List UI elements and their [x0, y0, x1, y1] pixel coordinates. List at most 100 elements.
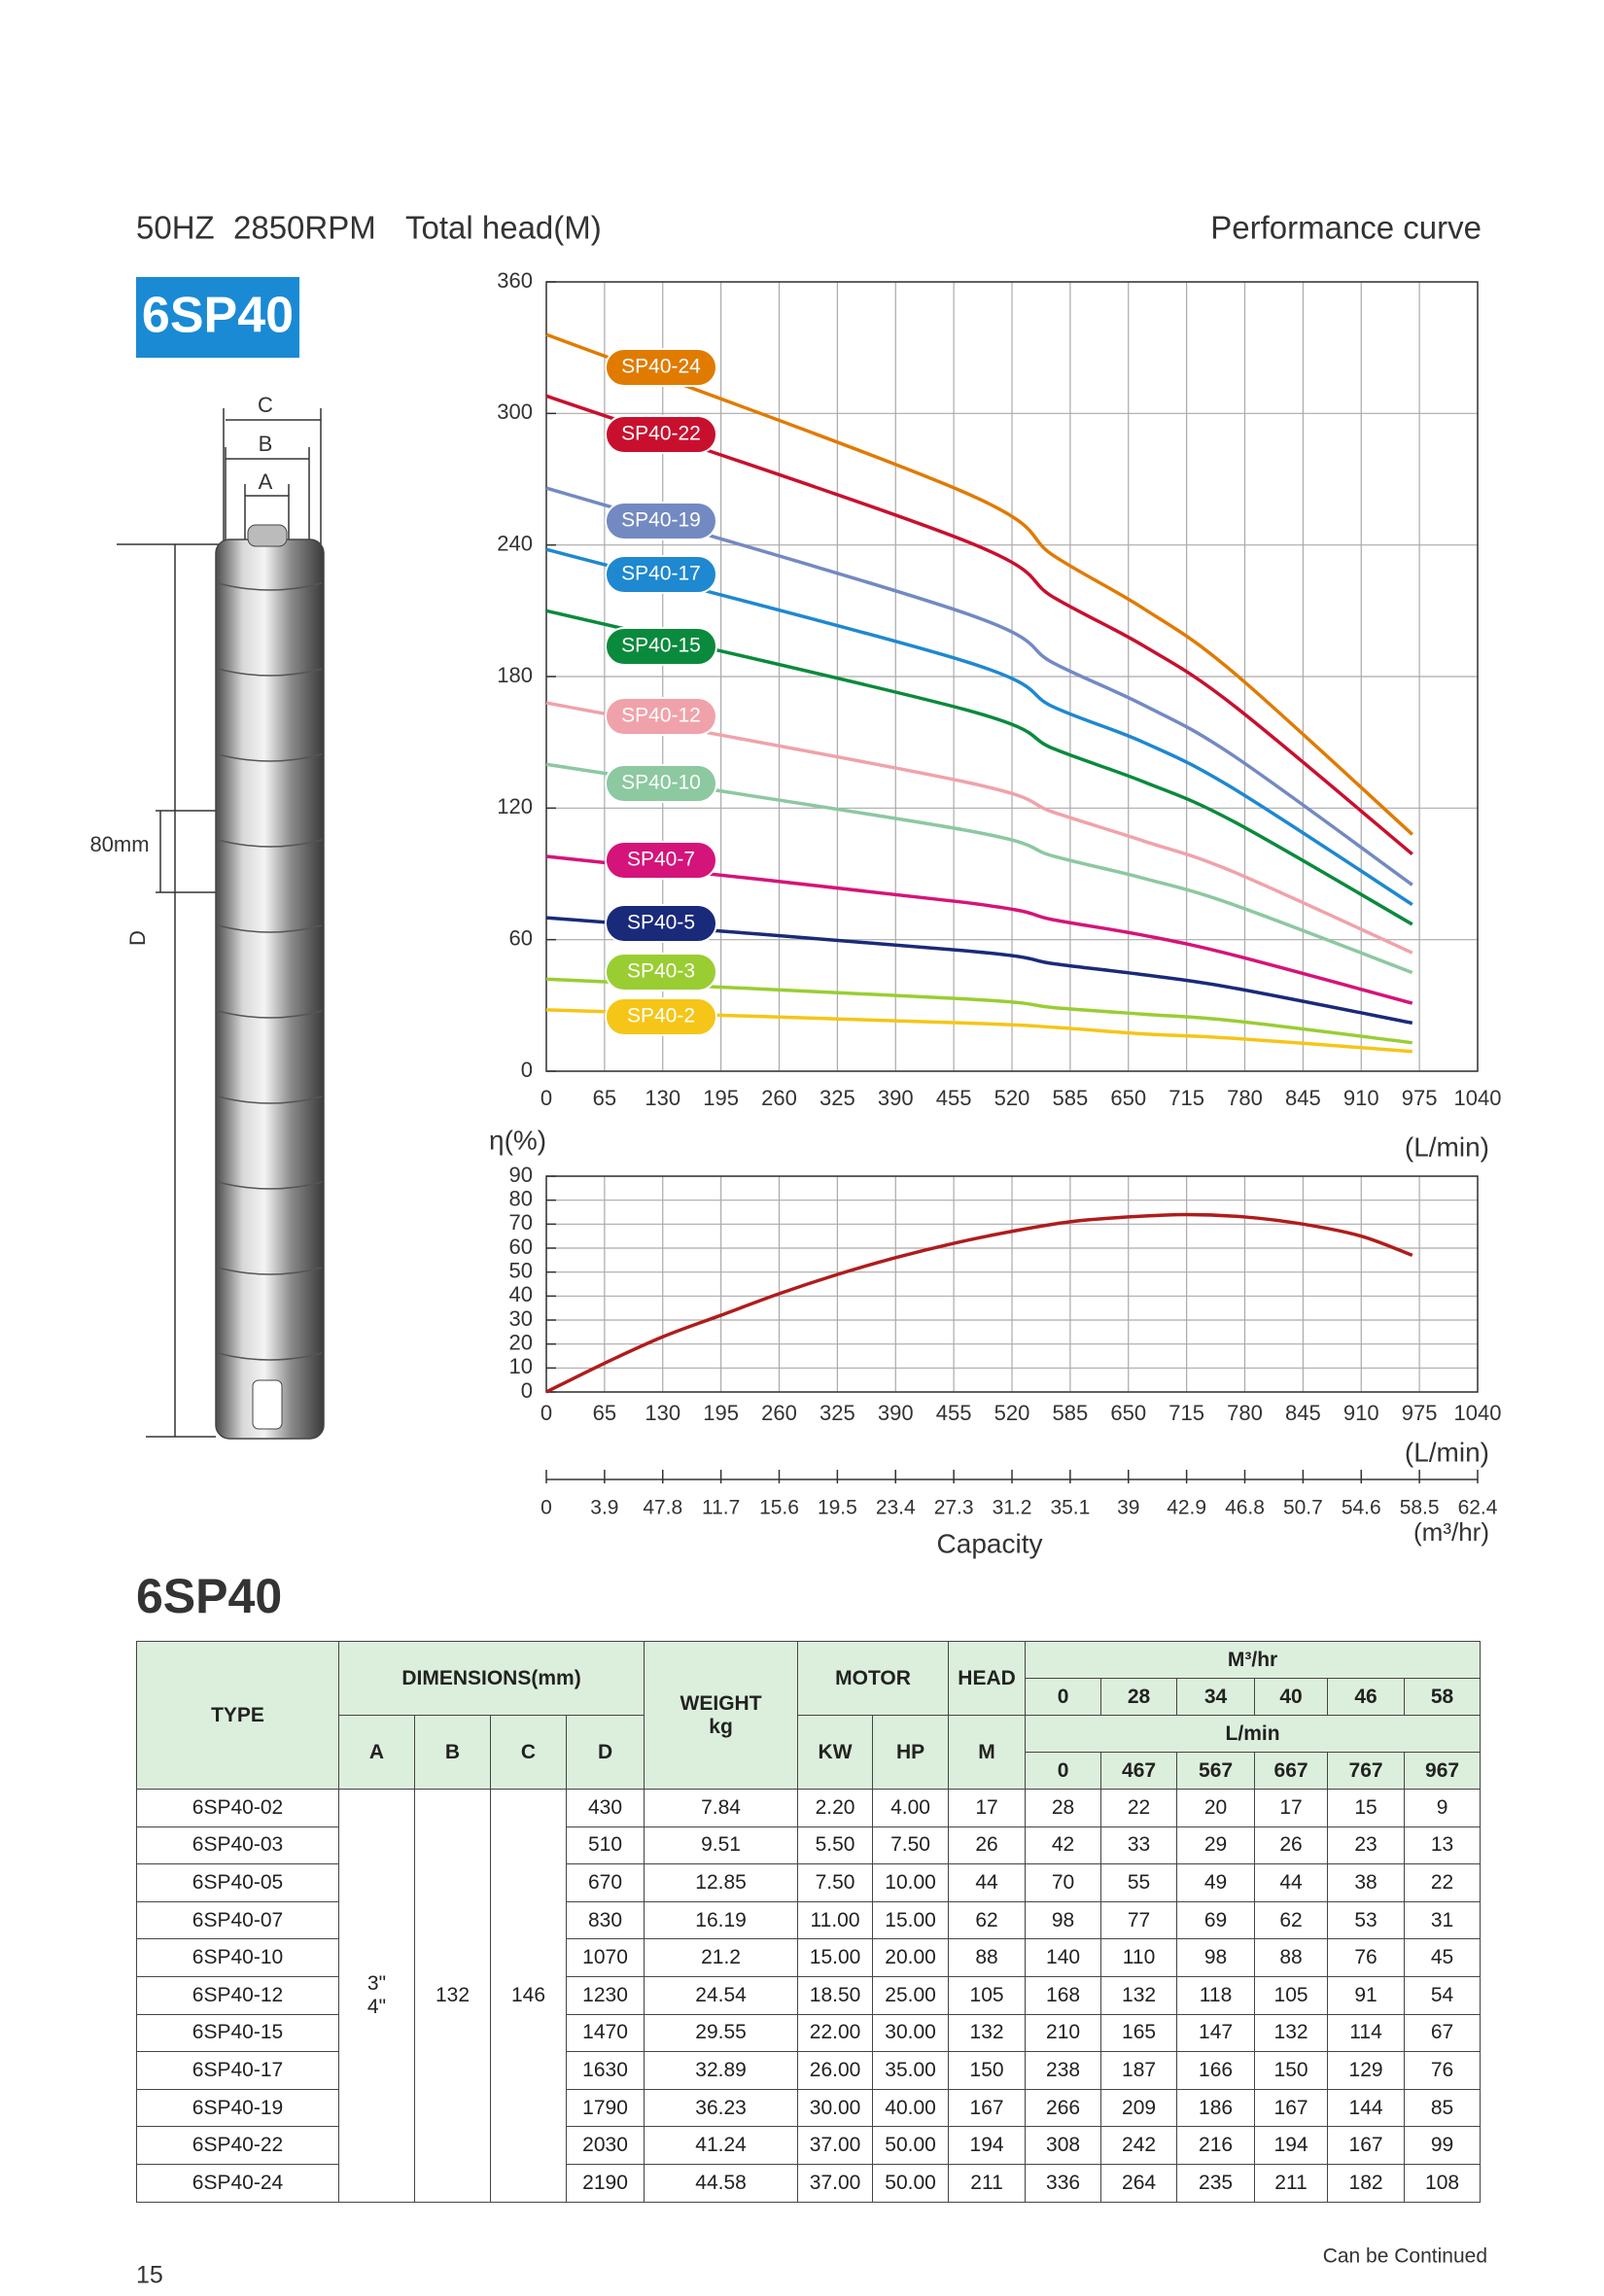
data-cell: 15.00 — [872, 1900, 950, 1940]
y-tick-label: 360 — [497, 268, 533, 293]
data-cell: 25.00 — [872, 1975, 950, 2015]
x-tick-label: 0 — [540, 1497, 552, 1519]
data-cell: 22.00 — [797, 2013, 874, 2053]
cell-text: 3" — [366, 1971, 387, 1995]
series-pill — [605, 627, 717, 666]
plot-frame — [545, 1175, 1479, 1393]
x-tick-label: 19.5 — [818, 1497, 857, 1519]
series-label: SP40-10 — [621, 772, 701, 794]
data-cell: 44 — [948, 1863, 1027, 1902]
data-cell: 2030 — [565, 2126, 645, 2165]
table-row: 6SP40-07 830 16.19 11.00 15.00 62 98 77 69 62 53 31 — [136, 1900, 1482, 1940]
x-tick-label: 520 — [994, 1401, 1030, 1425]
data-cell: 187 — [1100, 2051, 1178, 2090]
section-title: 6SP40 — [136, 1569, 282, 1623]
x-tick-label: 31.2 — [993, 1497, 1032, 1519]
data-cell: 105 — [1254, 1975, 1329, 2015]
x-tick-label: 46.8 — [1225, 1497, 1265, 1519]
series-label: SP40-3 — [627, 960, 695, 983]
data-cell: 98 — [1025, 1900, 1102, 1940]
x-tick-label: 1040 — [1454, 1086, 1502, 1110]
data-cell: 167 — [948, 2088, 1027, 2128]
y-tick-label: 240 — [497, 531, 533, 555]
table-row: 6SP40-17 1630 32.89 26.00 35.00 150 238 187 166 1… — [136, 2051, 1482, 2090]
data-cell: 18.50 — [797, 1975, 874, 2015]
table-row: TYPE DIMENSIONS(mm) WEIGHT kg MOTOR HEAD M³/hr — [136, 1641, 1482, 1790]
data-cell: 22 — [1404, 1863, 1482, 1902]
header-cell: 28 — [1100, 1678, 1178, 1716]
curve — [545, 916, 1413, 1026]
series-label: SP40-7 — [627, 849, 695, 871]
x-tick-label: 455 — [936, 1401, 972, 1425]
y-tick-label: 60 — [509, 1235, 533, 1259]
curve — [545, 547, 1413, 907]
series-pill — [605, 415, 717, 454]
data-cell: 77 — [1100, 1900, 1178, 1940]
x-tick-label: 195 — [703, 1401, 739, 1425]
x-tick-label: 520 — [994, 1086, 1030, 1110]
series-label: SP40-22 — [621, 423, 701, 445]
header-cell: 46 — [1327, 1678, 1406, 1716]
x-tick-label: 715 — [1168, 1086, 1204, 1110]
badge — [136, 277, 299, 358]
data-cell: 50.00 — [872, 2126, 950, 2165]
series-label: SP40-2 — [627, 1005, 695, 1027]
data-cell: 150 — [948, 2051, 1027, 2090]
y-tick-label: 0 — [521, 1058, 533, 1082]
data-cell: 167 — [1327, 2126, 1406, 2165]
data-cell: 108 — [1404, 2163, 1482, 2203]
data-cell: 37.00 — [797, 2126, 874, 2165]
data-cell: 76 — [1327, 1938, 1406, 1977]
x-axis-title: (L/min) — [1405, 1131, 1489, 1162]
data-cell: 45 — [1404, 1938, 1482, 1977]
x-tick-label: 62.4 — [1458, 1497, 1498, 1519]
data-cell: 13 — [1404, 1826, 1482, 1865]
table-row: 6SP40-12 1230 24.54 18.50 25.00 105 168 132 118 1… — [136, 1975, 1482, 2015]
data-cell: 12.85 — [644, 1863, 799, 1902]
data-cell: 7.50 — [797, 1863, 874, 1902]
data-cell: 29 — [1176, 1826, 1256, 1865]
data-cell: 67 — [1404, 2013, 1482, 2053]
curve — [545, 1212, 1413, 1394]
y-tick-label: 40 — [509, 1282, 533, 1306]
header-cell: 58 — [1404, 1678, 1482, 1716]
y-tick-label: 90 — [509, 1163, 533, 1187]
x-tick-label: 260 — [761, 1086, 797, 1110]
series-label: SP40-17 — [621, 563, 701, 585]
data-cell: 42 — [1025, 1826, 1102, 1865]
data-cell: 11.00 — [797, 1900, 874, 1940]
data-cell: 91 — [1327, 1975, 1406, 2015]
y-tick-label: 20 — [509, 1330, 533, 1354]
data-cell: 209 — [1100, 2088, 1178, 2128]
curve — [545, 332, 1413, 836]
x-tick-label: 47.8 — [643, 1497, 682, 1519]
data-cell: 211 — [1254, 2163, 1329, 2203]
table-row: 6SP40-03 510 9.51 5.50 7.50 26 42 33 29 26 23 13 — [136, 1826, 1482, 1865]
header-cell: HEAD — [948, 1641, 1027, 1716]
data-cell: 166 — [1176, 2051, 1256, 2090]
data-cell: 55 — [1100, 1863, 1178, 1902]
x-tick-label: 650 — [1110, 1086, 1146, 1110]
type-cell: 6SP40-17 — [136, 2051, 339, 2090]
data-cell: 26 — [1254, 1826, 1329, 1865]
data-cell: 32.89 — [644, 2051, 799, 2090]
x-tick-label: 325 — [819, 1086, 855, 1110]
data-cell: 20 — [1176, 1789, 1256, 1827]
x-tick-label: 50.7 — [1283, 1497, 1323, 1519]
data-cell: 31 — [1404, 1900, 1482, 1940]
data-cell: 41.24 — [644, 2126, 799, 2165]
data-cell: 33 — [1100, 1826, 1178, 1865]
data-cell: 21.2 — [644, 1938, 799, 1977]
data-cell: 49 — [1176, 1863, 1256, 1902]
header-cell: 0 — [1025, 1678, 1102, 1716]
y-tick-label: 300 — [497, 400, 533, 424]
data-cell: 76 — [1404, 2051, 1482, 2090]
data-cell: 23 — [1327, 1826, 1406, 1865]
y-tick-label: 50 — [509, 1258, 533, 1282]
data-cell: 430 — [565, 1789, 645, 1827]
header-cell: 667 — [1254, 1752, 1329, 1790]
data-cell: 308 — [1025, 2126, 1102, 2165]
type-cell: 6SP40-12 — [136, 1975, 339, 2015]
stage-seam — [217, 668, 323, 677]
x-tick-label: 130 — [645, 1401, 680, 1425]
